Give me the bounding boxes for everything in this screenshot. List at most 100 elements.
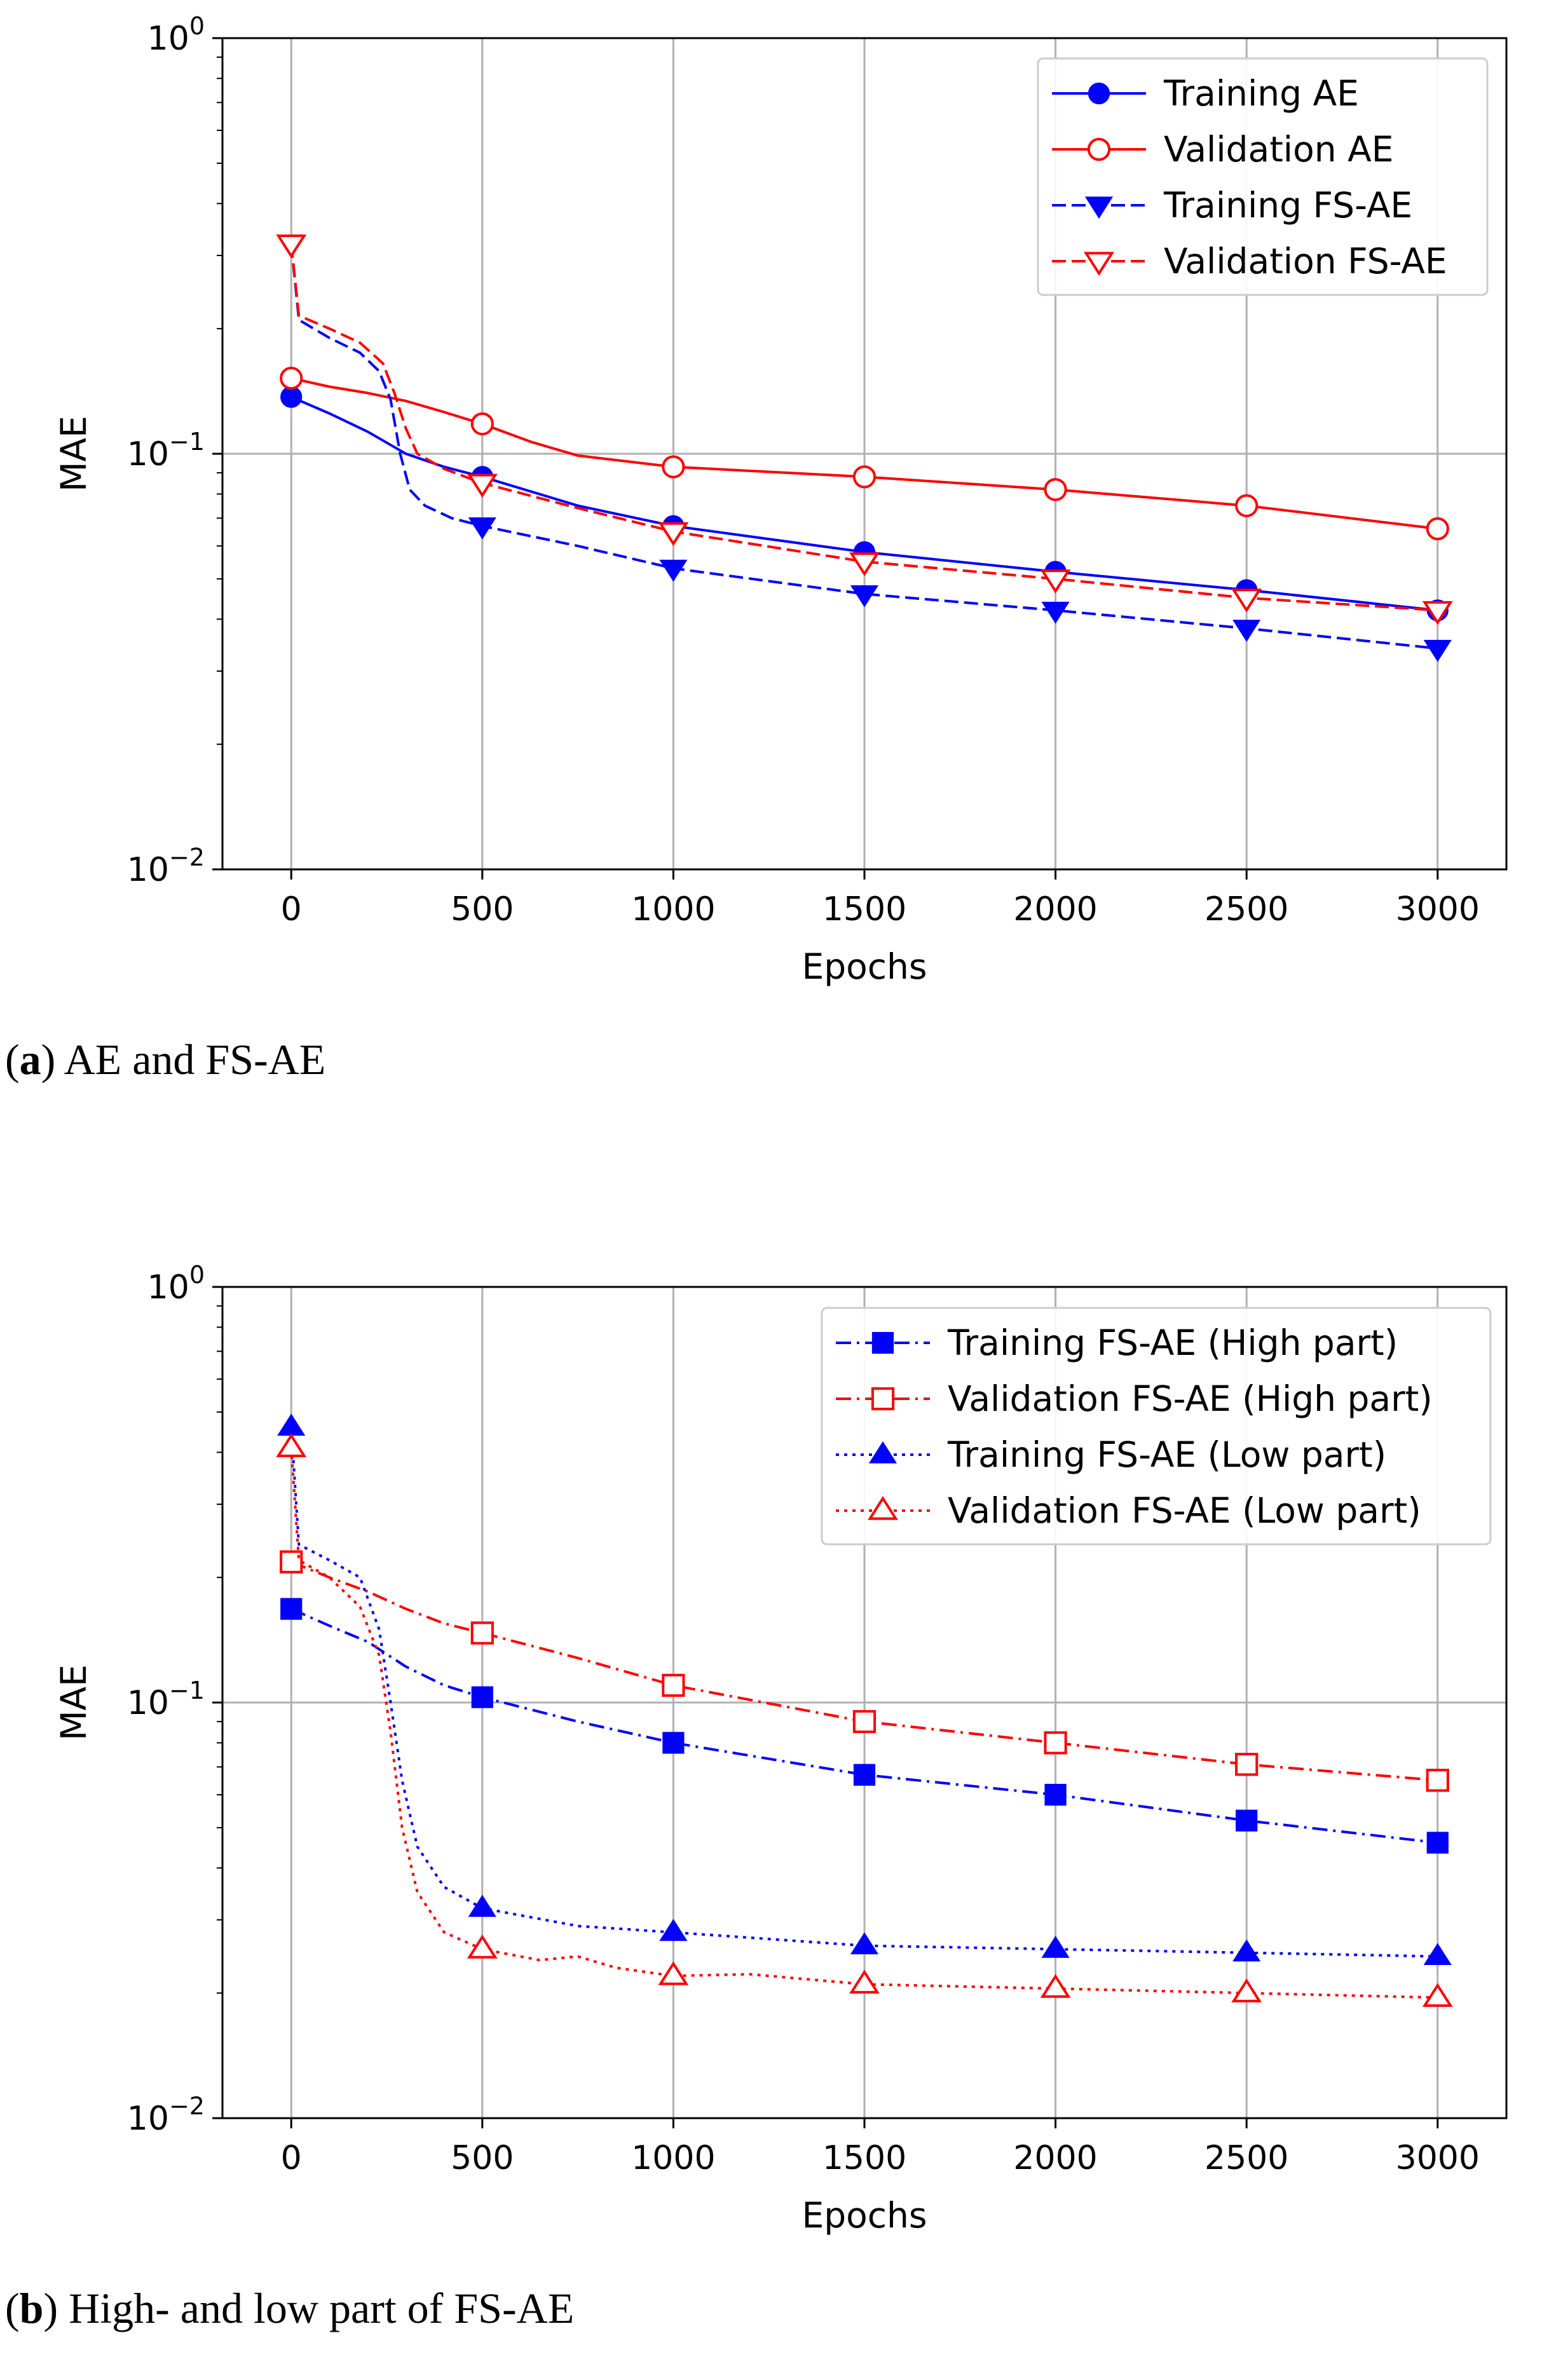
data-point-b-1 <box>1235 1753 1259 1776</box>
y-axis-label-b: MAE <box>53 1664 94 1741</box>
data-point-b-0 <box>1236 1809 1258 1832</box>
legend-entries-b: Training FS-AE (High part) Validation FS-… <box>836 1323 1433 1531</box>
x-tick-label-a: 0 <box>281 890 302 928</box>
data-point-b-0 <box>853 1764 876 1786</box>
data-point-a-3 <box>276 235 307 259</box>
legend-box-b <box>821 1307 1492 1546</box>
data-point-b-0 <box>471 1686 493 1708</box>
data-point-a-1 <box>852 465 877 489</box>
data-point-b-2 <box>1041 1935 1070 1958</box>
series-line-b-2 <box>290 1427 1438 1958</box>
data-point-a-0 <box>280 386 303 408</box>
data-point-a-1 <box>662 455 685 479</box>
y-tick-label-a: 10−2 <box>127 843 205 889</box>
series-line-b-1 <box>290 1560 1438 1782</box>
x-tick-label-b: 2500 <box>1204 2139 1288 2177</box>
series-a <box>276 235 1453 662</box>
data-point-b-2 <box>850 1932 879 1955</box>
data-point-a-2 <box>1423 639 1452 662</box>
y-tick-label-a: 100 <box>147 12 205 58</box>
data-point-b-0 <box>280 1598 303 1620</box>
ticks-a: 0 500 1000 1500 2000 2500 3000 10−2 10−1 100 <box>127 12 1480 928</box>
y-tick-label-b: 10−2 <box>127 2092 205 2138</box>
legend-a: Training AE Validation AE Training FS-AE Va… <box>1037 57 1489 296</box>
data-point-a-2 <box>1232 620 1261 642</box>
data-point-b-1 <box>280 1550 303 1574</box>
series-line-a-2 <box>290 243 1438 650</box>
data-point-a-3 <box>1231 588 1262 613</box>
data-point-a-2 <box>1041 601 1070 624</box>
x-tick-label-a: 500 <box>451 890 514 928</box>
legend-label-a-3: Validation FS-AE <box>1164 241 1447 282</box>
grid-a <box>222 38 1506 869</box>
data-point-a-3 <box>849 552 880 576</box>
panel-a: 0 500 1000 1500 2000 2500 3000 10−2 10−1 100 Epoc… <box>5 12 1508 1084</box>
data-point-a-2 <box>850 585 879 608</box>
data-point-b-1 <box>662 1673 685 1697</box>
legend-marker-b-3 <box>868 1496 898 1520</box>
data-point-a-1 <box>280 366 303 390</box>
x-tick-label-a: 1000 <box>631 890 715 928</box>
data-point-a-1 <box>470 412 494 436</box>
caption-a-letter: a <box>20 1035 41 1084</box>
x-tick-label-a: 3000 <box>1396 890 1480 928</box>
legend-marker-a-2 <box>1084 196 1114 219</box>
x-tick-label-b: 1000 <box>631 2139 715 2177</box>
x-tick-label-b: 500 <box>451 2139 514 2177</box>
series-b <box>276 1413 1453 2007</box>
data-point-b-2 <box>659 1919 688 1941</box>
data-point-b-2 <box>1232 1939 1261 1962</box>
x-axis-label-b: Epochs <box>802 2195 927 2236</box>
caption-a: (a) AE and FS-AE <box>5 1035 325 1084</box>
x-tick-label-b: 3000 <box>1396 2139 1480 2177</box>
data-point-a-3 <box>1422 601 1453 625</box>
data-point-b-3 <box>849 1969 880 1994</box>
panel-b: 0 500 1000 1500 2000 2500 3000 10−2 10−1 100 Epoc… <box>5 1261 1508 2332</box>
legend-marker-b-2 <box>868 1441 897 1464</box>
data-point-a-2 <box>659 559 688 582</box>
y-tick-label-b: 10−1 <box>127 1676 205 1722</box>
x-axis-label-a: Epochs <box>802 946 927 987</box>
series-line-a-3 <box>290 243 1438 612</box>
series-line-a-0 <box>290 395 1438 612</box>
y-tick-label-a: 10−1 <box>127 428 205 473</box>
legend-label-a-1: Validation AE <box>1164 129 1393 170</box>
data-point-b-3 <box>1231 1978 1262 2003</box>
legend-label-a-2: Training FS-AE <box>1163 185 1412 226</box>
data-point-b-3 <box>1422 1983 1453 2007</box>
data-point-b-1 <box>1426 1769 1449 1792</box>
data-point-b-1 <box>1044 1731 1067 1755</box>
x-tick-label-b: 0 <box>281 2139 302 2177</box>
legend-label-a-0: Training AE <box>1163 73 1359 114</box>
data-point-b-0 <box>662 1732 685 1754</box>
x-tick-label-a: 1500 <box>822 890 906 928</box>
y-tick-label-b: 100 <box>147 1261 205 1307</box>
legend-box-a <box>1037 57 1489 296</box>
data-point-b-3 <box>658 1961 689 1985</box>
legend-label-b-1: Validation FS-AE (High part) <box>948 1378 1433 1419</box>
legend-marker-b-1 <box>871 1387 895 1411</box>
data-point-a-3 <box>658 522 689 547</box>
data-point-b-3 <box>1040 1974 1071 1998</box>
series-line-b-0 <box>290 1607 1438 1844</box>
legend-marker-a-3 <box>1084 252 1114 276</box>
data-point-a-3 <box>1040 569 1071 594</box>
x-tick-label-a: 2500 <box>1204 890 1288 928</box>
data-point-b-3 <box>276 1433 307 1457</box>
caption-a-text: AE and FS-AE <box>64 1035 326 1084</box>
legend-marker-b-0 <box>871 1331 894 1354</box>
caption-b-text: High- and low part of FS-AE <box>69 2284 574 2332</box>
data-point-a-2 <box>468 517 496 540</box>
x-tick-label-b: 2000 <box>1013 2139 1097 2177</box>
legend-label-b-3: Validation FS-AE (Low part) <box>948 1490 1421 1531</box>
data-point-b-3 <box>467 1935 498 1959</box>
data-point-a-1 <box>1426 517 1449 541</box>
legend-label-b-0: Training FS-AE (High part) <box>947 1323 1398 1363</box>
data-point-b-0 <box>1426 1832 1449 1854</box>
data-point-a-1 <box>1044 478 1067 501</box>
legend-entries-a: Training AE Validation AE Training FS-AE Va… <box>1052 73 1447 282</box>
data-point-b-2 <box>468 1894 496 1917</box>
legend-marker-a-0 <box>1088 82 1110 105</box>
ticks-b: 0 500 1000 1500 2000 2500 3000 10−2 10−1 100 <box>127 1261 1480 2177</box>
